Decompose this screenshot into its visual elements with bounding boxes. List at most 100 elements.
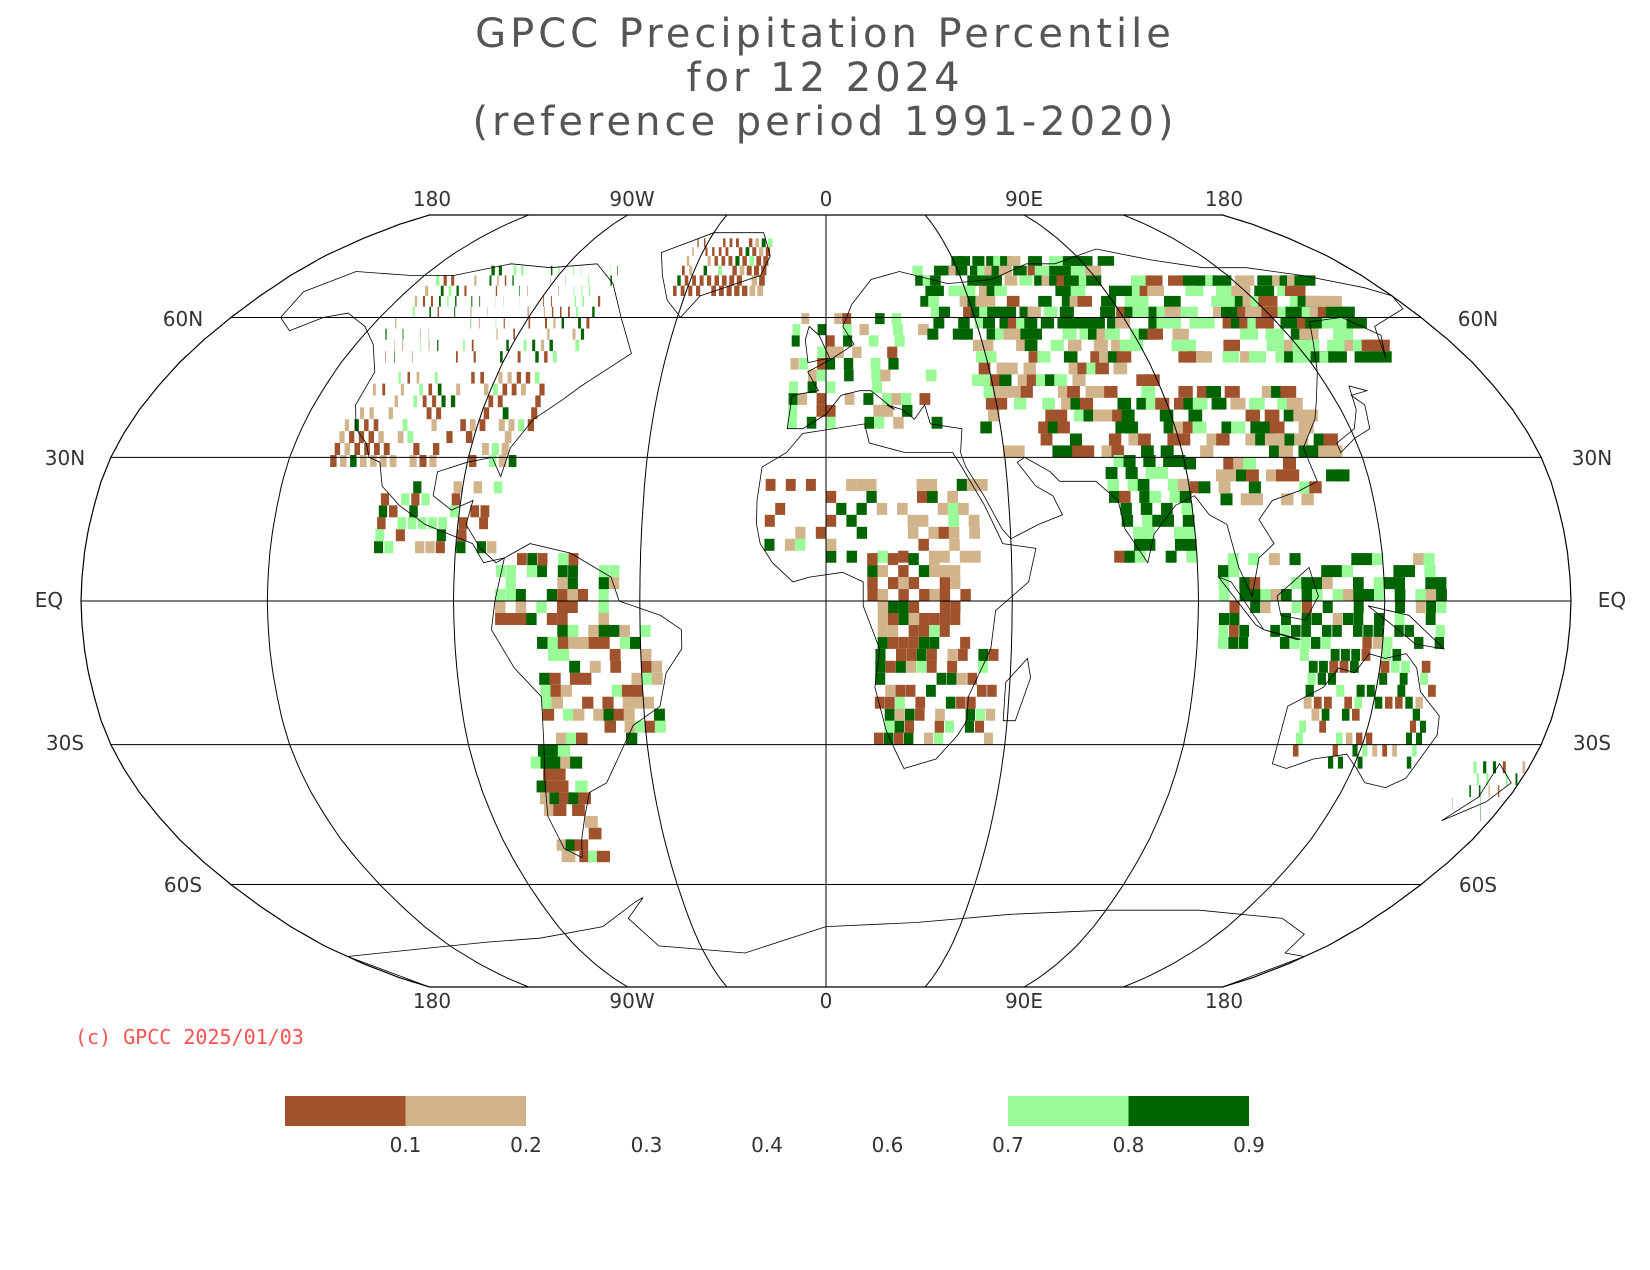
precip-cell xyxy=(949,538,960,551)
precip-cell xyxy=(456,383,461,396)
precip-cell xyxy=(1343,589,1354,601)
precip-cell xyxy=(1382,648,1391,661)
precip-cell xyxy=(1218,577,1230,590)
precip-cell xyxy=(1134,550,1146,563)
precip-cell xyxy=(1245,409,1260,422)
precip-cell xyxy=(888,577,899,590)
precip-cell xyxy=(1173,455,1186,467)
precip-cell xyxy=(1155,467,1168,479)
precip-cell xyxy=(1178,386,1193,398)
colorbar-segment xyxy=(1128,1096,1249,1126)
precip-cell xyxy=(1143,526,1155,539)
coastline-7 xyxy=(1441,762,1512,822)
precip-cell xyxy=(908,624,919,637)
precip-cell xyxy=(1192,397,1208,410)
precip-cell xyxy=(1421,660,1431,673)
precip-cell xyxy=(877,624,888,637)
precip-cell xyxy=(1105,467,1118,479)
precip-cell xyxy=(1097,256,1115,266)
precip-cell xyxy=(1216,285,1235,296)
precip-cell xyxy=(1374,613,1384,625)
precip-cell xyxy=(788,393,798,405)
precip-cell xyxy=(1425,589,1437,601)
precip-cell xyxy=(1353,601,1364,613)
precip-cell xyxy=(389,505,398,518)
precip-cell xyxy=(1183,397,1198,410)
precip-cell xyxy=(515,589,526,601)
precip-cell xyxy=(1436,601,1447,613)
precip-cell xyxy=(604,720,616,733)
precip-cell xyxy=(502,383,508,396)
precip-cell xyxy=(1017,374,1030,386)
map-axis-labels: 180 90W 0 90E 180 180 90W 0 90E 180 60N 30N EQ 30S 60S… xyxy=(35,187,1626,1013)
precip-cell xyxy=(1048,256,1064,266)
colorbar-tick-label: 0.2 xyxy=(510,1133,542,1157)
precip-cell xyxy=(1328,351,1347,363)
precip-cell xyxy=(1401,660,1410,673)
precip-cell xyxy=(1054,409,1068,422)
precip-cell xyxy=(1104,328,1120,340)
precip-cell xyxy=(1423,553,1435,566)
precip-cell xyxy=(374,541,384,554)
precip-cell xyxy=(807,381,817,394)
precip-cell xyxy=(495,613,506,625)
precip-cell xyxy=(433,443,440,455)
precip-cell xyxy=(1522,761,1526,774)
precip-cell xyxy=(1184,526,1196,539)
precip-cell xyxy=(1321,565,1333,578)
precip-cell xyxy=(1249,397,1265,410)
precip-cell xyxy=(491,443,499,455)
precip-cell xyxy=(1264,409,1280,422)
precip-cell xyxy=(1019,306,1033,318)
precip-cell xyxy=(1180,339,1196,352)
precip-cell xyxy=(1028,328,1042,340)
precip-cell xyxy=(1321,295,1342,307)
precip-cell xyxy=(397,431,404,444)
precip-cell xyxy=(978,362,991,375)
precip-cell xyxy=(844,393,855,405)
precip-cell xyxy=(552,351,557,363)
precip-cell xyxy=(816,393,826,405)
top-lon-label: 180 xyxy=(1205,187,1243,211)
precip-cell xyxy=(950,577,961,590)
precip-cell xyxy=(1239,589,1251,601)
precip-cell xyxy=(577,589,588,601)
precip-cell xyxy=(488,455,497,467)
precip-cell xyxy=(555,780,569,793)
precip-cell xyxy=(527,553,538,566)
precip-cell xyxy=(1277,397,1294,410)
precip-cell xyxy=(1246,469,1259,482)
precip-cell xyxy=(549,672,561,685)
precip-cell xyxy=(1319,720,1326,733)
precip-cell xyxy=(641,672,653,685)
precip-cell xyxy=(1188,409,1203,422)
precip-cell xyxy=(980,421,992,434)
precip-cell xyxy=(641,660,652,673)
precip-cell xyxy=(1363,624,1373,637)
precip-cell xyxy=(1321,317,1342,329)
meridian--90 xyxy=(452,214,629,988)
precip-cell xyxy=(887,636,899,649)
precip-cell xyxy=(1330,648,1340,661)
precip-cell xyxy=(956,478,968,491)
precip-cell xyxy=(1068,362,1082,375)
precip-cell xyxy=(1115,421,1129,434)
precip-cell xyxy=(512,275,514,286)
precip-cell xyxy=(1090,351,1105,363)
precip-cell xyxy=(934,732,944,745)
precip-cell xyxy=(395,529,405,542)
precip-cell xyxy=(1218,589,1230,601)
precip-cell xyxy=(441,395,446,408)
precip-cell xyxy=(1313,696,1322,709)
precip-cell xyxy=(654,708,665,721)
precip-cell xyxy=(1312,589,1323,601)
precip-cell xyxy=(1311,577,1323,590)
precip-cell xyxy=(963,306,975,318)
precip-cell xyxy=(939,589,951,601)
precip-cell xyxy=(644,720,656,733)
precip-cell xyxy=(688,285,693,296)
precip-cell xyxy=(394,395,399,408)
precip-cell xyxy=(1266,469,1279,482)
precip-cell xyxy=(610,660,622,673)
precip-cell xyxy=(1185,538,1197,551)
